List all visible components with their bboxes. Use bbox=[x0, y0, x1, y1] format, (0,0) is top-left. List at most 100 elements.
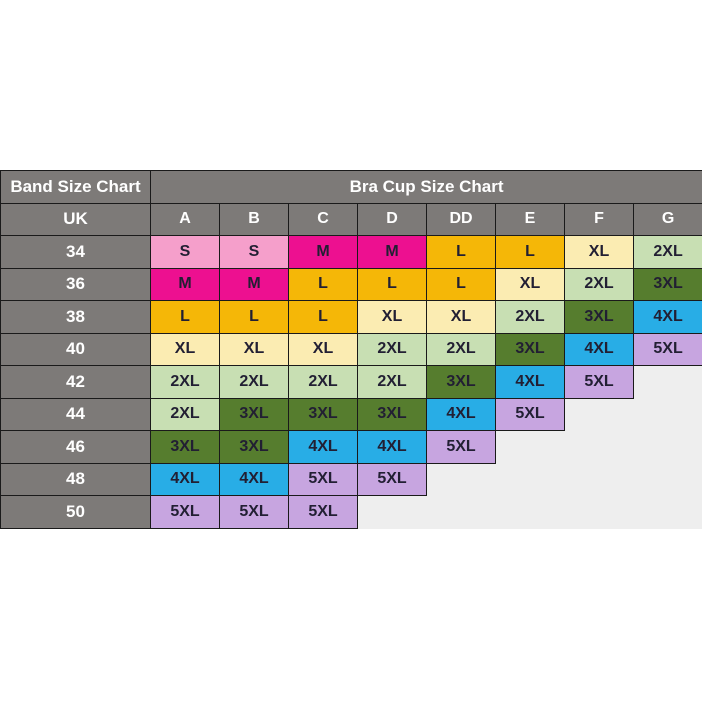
empty-cell bbox=[496, 463, 565, 496]
cup-column-header: DD bbox=[426, 202, 496, 236]
size-cell: 2XL bbox=[632, 235, 702, 269]
size-cell: 5XL bbox=[357, 462, 427, 496]
size-cell: 3XL bbox=[495, 332, 565, 366]
uk-column-header: UK bbox=[0, 202, 151, 236]
band-size-cell: 38 bbox=[0, 300, 151, 334]
empty-cell bbox=[427, 463, 496, 496]
size-cell: S bbox=[219, 235, 289, 269]
size-cell: L bbox=[288, 267, 358, 301]
size-cell: 4XL bbox=[357, 430, 427, 464]
table-row: 50 5XL 5XL 5XL bbox=[0, 495, 702, 529]
empty-cell bbox=[634, 366, 702, 399]
cup-column-header: C bbox=[288, 202, 358, 236]
size-cell: 4XL bbox=[288, 430, 358, 464]
size-cell: L bbox=[495, 235, 565, 269]
size-cell: 2XL bbox=[495, 300, 565, 334]
cup-column-header: E bbox=[495, 202, 565, 236]
size-cell: 3XL bbox=[357, 397, 427, 431]
size-cell: 5XL bbox=[564, 365, 634, 399]
empty-cell bbox=[634, 398, 702, 431]
size-cell: XL bbox=[357, 300, 427, 334]
table-row: 38 L L L XL XL 2XL 3XL 4XL bbox=[0, 300, 702, 334]
size-cell: 3XL bbox=[426, 365, 496, 399]
band-size-cell: 46 bbox=[0, 430, 151, 464]
table-row: 40 XL XL XL 2XL 2XL 3XL 4XL 5XL bbox=[0, 332, 702, 366]
table-row: 36 M M L L L XL 2XL 3XL bbox=[0, 267, 702, 301]
empty-cell bbox=[565, 431, 634, 464]
cup-size-chart-header: Bra Cup Size Chart bbox=[149, 170, 702, 204]
empty-cell bbox=[427, 496, 496, 529]
size-cell: L bbox=[357, 267, 427, 301]
size-cell: S bbox=[150, 235, 220, 269]
band-size-cell: 34 bbox=[0, 235, 151, 269]
size-cell: M bbox=[219, 267, 289, 301]
band-size-cell: 44 bbox=[0, 397, 151, 431]
empty-cell bbox=[565, 398, 634, 431]
size-cell: L bbox=[150, 300, 220, 334]
table-row: 48 4XL 4XL 5XL 5XL bbox=[0, 462, 702, 496]
empty-cell bbox=[634, 463, 702, 496]
table-row: 44 2XL 3XL 3XL 3XL 4XL 5XL bbox=[0, 397, 702, 431]
empty-cell bbox=[496, 431, 565, 464]
size-cell: XL bbox=[288, 332, 358, 366]
table-row: 46 3XL 3XL 4XL 4XL 5XL bbox=[0, 430, 702, 464]
empty-cell bbox=[565, 496, 634, 529]
size-cell: M bbox=[288, 235, 358, 269]
size-cell: 5XL bbox=[495, 397, 565, 431]
size-cell: 3XL bbox=[219, 430, 289, 464]
column-header-row: UK A B C D DD E F G bbox=[0, 202, 702, 236]
cup-column-header: F bbox=[564, 202, 634, 236]
size-cell: 4XL bbox=[426, 397, 496, 431]
chart-title-row: Band Size Chart Bra Cup Size Chart bbox=[0, 170, 702, 204]
size-cell: 3XL bbox=[150, 430, 220, 464]
size-cell: XL bbox=[495, 267, 565, 301]
size-cell: M bbox=[357, 235, 427, 269]
empty-cell bbox=[634, 496, 702, 529]
band-size-chart-header: Band Size Chart bbox=[0, 170, 151, 204]
empty-cell bbox=[634, 431, 702, 464]
size-cell: 4XL bbox=[150, 462, 220, 496]
size-cell: 3XL bbox=[632, 267, 702, 301]
empty-cell bbox=[358, 496, 427, 529]
size-cell: XL bbox=[150, 332, 220, 366]
band-size-cell: 42 bbox=[0, 365, 151, 399]
size-cell: 2XL bbox=[357, 365, 427, 399]
size-cell: 2XL bbox=[357, 332, 427, 366]
size-cell: L bbox=[426, 267, 496, 301]
table-row: 34 S S M M L L XL 2XL bbox=[0, 235, 702, 269]
size-cell: 5XL bbox=[288, 462, 358, 496]
size-cell: 2XL bbox=[288, 365, 358, 399]
cup-column-header: G bbox=[632, 202, 702, 236]
band-size-cell: 50 bbox=[0, 495, 151, 529]
size-cell: 3XL bbox=[564, 300, 634, 334]
empty-cell bbox=[496, 496, 565, 529]
size-cell: L bbox=[288, 300, 358, 334]
size-cell: 4XL bbox=[564, 332, 634, 366]
size-cell: 2XL bbox=[150, 365, 220, 399]
size-cell: M bbox=[150, 267, 220, 301]
size-cell: XL bbox=[219, 332, 289, 366]
table-row: 42 2XL 2XL 2XL 2XL 3XL 4XL 5XL bbox=[0, 365, 702, 399]
size-cell: 5XL bbox=[219, 495, 289, 529]
band-size-cell: 36 bbox=[0, 267, 151, 301]
empty-cell bbox=[565, 463, 634, 496]
size-cell: 4XL bbox=[495, 365, 565, 399]
cup-column-header: B bbox=[219, 202, 289, 236]
cup-column-header: D bbox=[357, 202, 427, 236]
size-cell: L bbox=[426, 235, 496, 269]
size-cell: 2XL bbox=[150, 397, 220, 431]
size-cell: 4XL bbox=[219, 462, 289, 496]
band-size-cell: 48 bbox=[0, 462, 151, 496]
size-cell: L bbox=[219, 300, 289, 334]
band-size-cell: 40 bbox=[0, 332, 151, 366]
size-cell: 4XL bbox=[632, 300, 702, 334]
cup-column-header: A bbox=[150, 202, 220, 236]
size-cell: 2XL bbox=[564, 267, 634, 301]
size-cell: XL bbox=[426, 300, 496, 334]
size-cell: 3XL bbox=[219, 397, 289, 431]
size-cell: 5XL bbox=[426, 430, 496, 464]
size-cell: 5XL bbox=[632, 332, 702, 366]
size-cell: 5XL bbox=[150, 495, 220, 529]
